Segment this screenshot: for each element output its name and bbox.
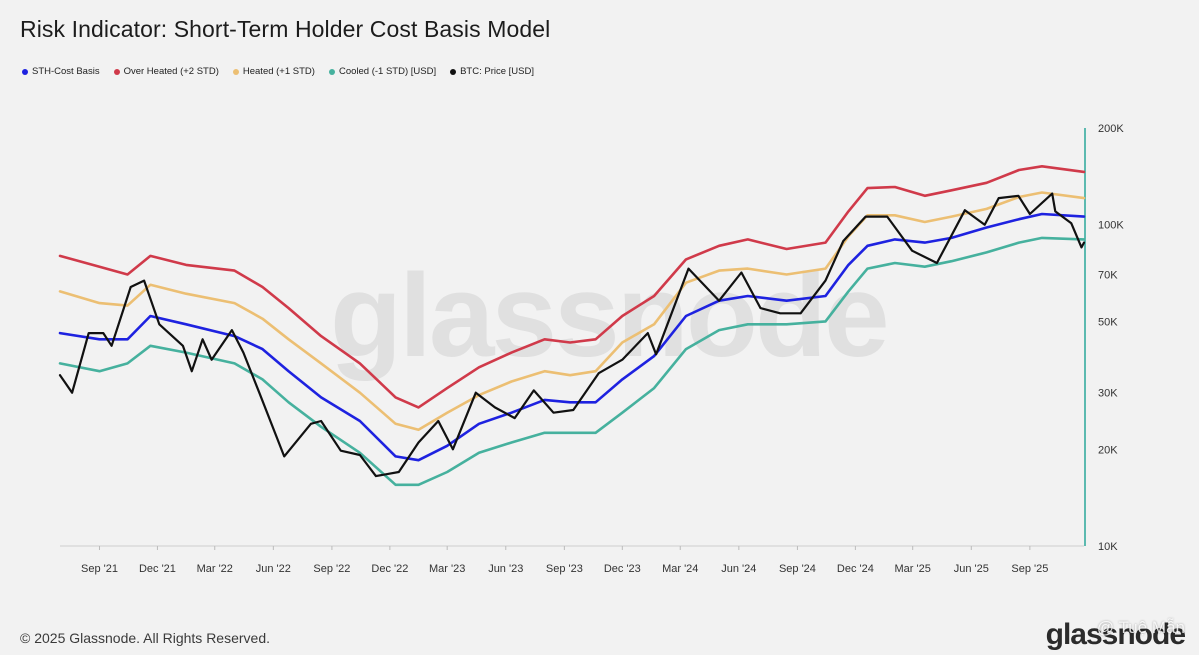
legend-item-heated[interactable]: Heated (+1 STD): [232, 66, 315, 77]
y-tick-label: 200K: [1098, 123, 1124, 135]
x-tick-label: Jun '25: [954, 563, 989, 575]
series-line-sth-cost-basis: [58, 212, 1086, 462]
x-tick-label: Sep '22: [313, 563, 350, 575]
x-tick-label: Dec '22: [371, 563, 408, 575]
legend-item-over-heated[interactable]: Over Heated (+2 STD): [113, 66, 219, 77]
legend-label-btc-price: BTC: Price [USD]: [460, 66, 534, 77]
y-tick-label: 100K: [1098, 220, 1124, 232]
y-tick-label: 50K: [1098, 316, 1118, 328]
x-tick-label: Dec '23: [604, 563, 641, 575]
legend-label-heated: Heated (+1 STD): [242, 66, 315, 77]
x-tick-label: Jun '23: [488, 563, 523, 575]
y-tick-label: 10K: [1098, 541, 1118, 553]
chart-title: Risk Indicator: Short-Term Holder Cost B…: [20, 16, 551, 42]
legend: STH-Cost Basis Over Heated (+2 STD) Heat…: [22, 66, 534, 77]
x-tick-label: Sep '21: [81, 563, 118, 575]
brand-logo-text: glassnode: [1045, 618, 1186, 651]
y-tick-label: 70K: [1098, 269, 1118, 281]
x-tick-label: Mar '23: [429, 563, 465, 575]
y-tick-label: 20K: [1098, 444, 1118, 456]
series-line-heated-1-std: [58, 191, 1086, 432]
series-line-cooled-1-std-usd: [58, 236, 1086, 487]
x-tick-label: Sep '24: [779, 563, 816, 575]
x-tick-label: Mar '22: [197, 563, 233, 575]
x-tick-label: Dec '21: [139, 563, 176, 575]
legend-dot-heated: [232, 68, 239, 75]
x-tick-label: Mar '25: [895, 563, 931, 575]
legend-dot-over-heated: [113, 68, 120, 75]
y-tick-label: 30K: [1098, 388, 1118, 400]
legend-label-sth-cost-basis: STH-Cost Basis: [32, 66, 100, 77]
series-line-over-heated-2-std: [58, 165, 1086, 409]
x-tick-label: Sep '23: [546, 563, 583, 575]
x-tick-label: Jun '22: [256, 563, 291, 575]
legend-dot-cooled: [328, 68, 335, 75]
legend-dot-sth-cost-basis: [22, 68, 28, 75]
x-tick-label: Sep '25: [1011, 563, 1048, 575]
legend-label-cooled: Cooled (-1 STD) [USD]: [338, 66, 437, 77]
legend-label-over-heated: Over Heated (+2 STD): [123, 66, 219, 77]
legend-item-sth-cost-basis[interactable]: STH-Cost Basis: [22, 66, 100, 77]
x-tick-label: Jun '24: [721, 563, 756, 575]
x-tick-label: Mar '24: [662, 563, 698, 575]
legend-item-cooled[interactable]: Cooled (-1 STD) [USD]: [328, 66, 437, 77]
x-tick-label: Dec '24: [837, 563, 874, 575]
legend-item-btc-price[interactable]: BTC: Price [USD]: [450, 66, 534, 77]
copyright-text: © 2025 Glassnode. All Rights Reserved.: [20, 630, 271, 646]
credit-watermark: @ Tuệ Mẫn: [1096, 618, 1185, 637]
series-line-btc-price-usd: [58, 192, 1086, 478]
legend-dot-btc-price: [450, 68, 457, 75]
